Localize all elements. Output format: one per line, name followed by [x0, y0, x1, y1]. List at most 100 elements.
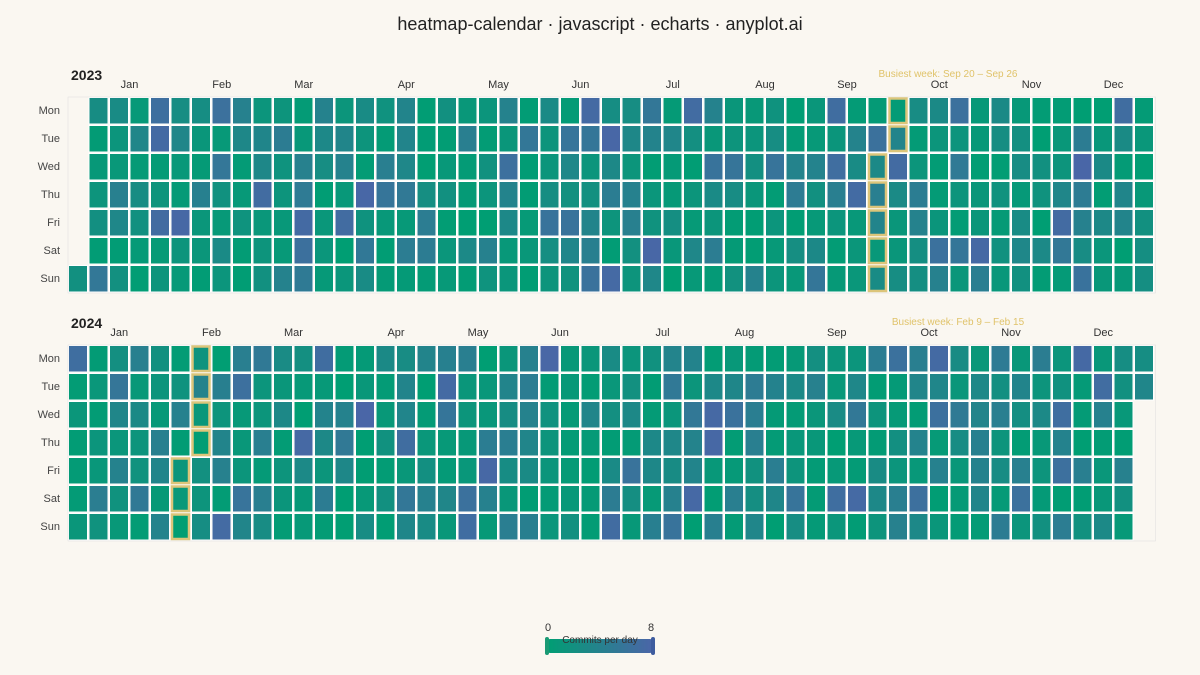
calendar-cell[interactable] — [683, 265, 703, 293]
calendar-cell[interactable] — [949, 125, 970, 153]
calendar-cell[interactable] — [129, 513, 150, 541]
calendar-cell[interactable] — [1072, 265, 1093, 293]
calendar-cell[interactable] — [519, 265, 539, 293]
calendar-cell[interactable] — [1093, 181, 1113, 209]
calendar-cell[interactable] — [580, 265, 601, 293]
calendar-cell[interactable] — [396, 209, 416, 237]
calendar-cell[interactable] — [703, 265, 724, 293]
calendar-cell[interactable] — [88, 237, 109, 265]
calendar-cell[interactable] — [580, 153, 601, 181]
calendar-cell[interactable] — [232, 373, 252, 401]
calendar-cell[interactable] — [744, 401, 765, 429]
calendar-cell[interactable] — [1011, 373, 1031, 401]
calendar-cell[interactable] — [375, 373, 396, 401]
calendar-cell[interactable] — [1011, 485, 1031, 513]
calendar-cell[interactable] — [252, 513, 273, 541]
calendar-cell[interactable] — [211, 373, 232, 401]
calendar-cell[interactable] — [683, 125, 703, 153]
calendar-cell[interactable] — [314, 373, 334, 401]
calendar-cell[interactable] — [970, 401, 990, 429]
calendar-cell[interactable] — [191, 153, 211, 181]
calendar-cell[interactable] — [662, 345, 683, 373]
calendar-cell[interactable] — [621, 429, 642, 457]
calendar-cell[interactable] — [560, 513, 580, 541]
calendar-cell[interactable] — [457, 373, 478, 401]
calendar-cell[interactable] — [888, 513, 908, 541]
calendar-cell[interactable] — [580, 429, 601, 457]
calendar-cell[interactable] — [867, 373, 888, 401]
calendar-cell[interactable] — [498, 209, 519, 237]
calendar-cell[interactable] — [601, 401, 621, 429]
calendar-cell[interactable] — [826, 97, 847, 125]
calendar-cell[interactable] — [1093, 237, 1113, 265]
calendar-cell[interactable] — [785, 457, 806, 485]
calendar-cell[interactable] — [929, 401, 949, 429]
calendar-cell[interactable] — [88, 401, 109, 429]
calendar-cell[interactable] — [744, 153, 765, 181]
calendar-cell[interactable] — [273, 429, 293, 457]
calendar-cell[interactable] — [293, 401, 314, 429]
calendar-cell[interactable] — [621, 181, 642, 209]
calendar-cell[interactable] — [68, 345, 88, 373]
calendar-cell[interactable] — [847, 513, 867, 541]
calendar-cell[interactable] — [519, 513, 539, 541]
calendar-cell[interactable] — [498, 181, 519, 209]
calendar-cell[interactable] — [478, 373, 498, 401]
calendar-cell[interactable] — [150, 265, 170, 293]
calendar-cell[interactable] — [375, 265, 396, 293]
calendar-cell[interactable] — [478, 457, 498, 485]
calendar-cell[interactable] — [1113, 345, 1134, 373]
calendar-cell[interactable] — [88, 345, 109, 373]
calendar-cell[interactable] — [211, 401, 232, 429]
calendar-cell[interactable] — [519, 153, 539, 181]
calendar-cell[interactable] — [929, 429, 949, 457]
calendar-cell[interactable] — [703, 429, 724, 457]
calendar-cell[interactable] — [457, 125, 478, 153]
calendar-cell[interactable] — [150, 485, 170, 513]
calendar-cell[interactable] — [806, 457, 826, 485]
calendar-cell[interactable] — [642, 373, 662, 401]
calendar-cell[interactable] — [375, 97, 396, 125]
calendar-cell[interactable] — [273, 153, 293, 181]
calendar-cell[interactable] — [724, 513, 744, 541]
calendar-cell[interactable] — [621, 513, 642, 541]
calendar-cell[interactable] — [498, 345, 519, 373]
calendar-cell[interactable] — [990, 265, 1011, 293]
calendar-cell[interactable] — [642, 265, 662, 293]
calendar-cell[interactable] — [416, 209, 437, 237]
calendar-cell[interactable] — [416, 125, 437, 153]
calendar-cell[interactable] — [806, 209, 826, 237]
calendar-cell[interactable] — [621, 209, 642, 237]
calendar-cell[interactable] — [929, 181, 949, 209]
calendar-cell[interactable] — [293, 209, 314, 237]
calendar-cell[interactable] — [211, 97, 232, 125]
calendar-cell[interactable] — [211, 181, 232, 209]
calendar-cell[interactable] — [847, 485, 867, 513]
calendar-cell[interactable] — [416, 265, 437, 293]
calendar-cell[interactable] — [293, 457, 314, 485]
calendar-cell[interactable] — [88, 513, 109, 541]
calendar-cell[interactable] — [806, 265, 826, 293]
calendar-cell[interactable] — [1031, 265, 1052, 293]
calendar-cell[interactable] — [539, 513, 560, 541]
calendar-cell[interactable] — [314, 265, 334, 293]
calendar-cell[interactable] — [396, 457, 416, 485]
calendar-cell[interactable] — [560, 97, 580, 125]
calendar-cell[interactable] — [170, 513, 191, 541]
calendar-cell[interactable] — [314, 513, 334, 541]
calendar-cell[interactable] — [601, 153, 621, 181]
calendar-cell[interactable] — [273, 401, 293, 429]
calendar-cell[interactable] — [1134, 209, 1154, 237]
calendar-cell[interactable] — [1052, 153, 1072, 181]
calendar-cell[interactable] — [826, 485, 847, 513]
calendar-cell[interactable] — [232, 125, 252, 153]
calendar-cell[interactable] — [601, 209, 621, 237]
calendar-cell[interactable] — [150, 209, 170, 237]
calendar-cell[interactable] — [785, 401, 806, 429]
calendar-cell[interactable] — [806, 97, 826, 125]
calendar-cell[interactable] — [765, 237, 785, 265]
calendar-cell[interactable] — [478, 97, 498, 125]
calendar-cell[interactable] — [765, 125, 785, 153]
calendar-cell[interactable] — [744, 209, 765, 237]
calendar-cell[interactable] — [888, 485, 908, 513]
